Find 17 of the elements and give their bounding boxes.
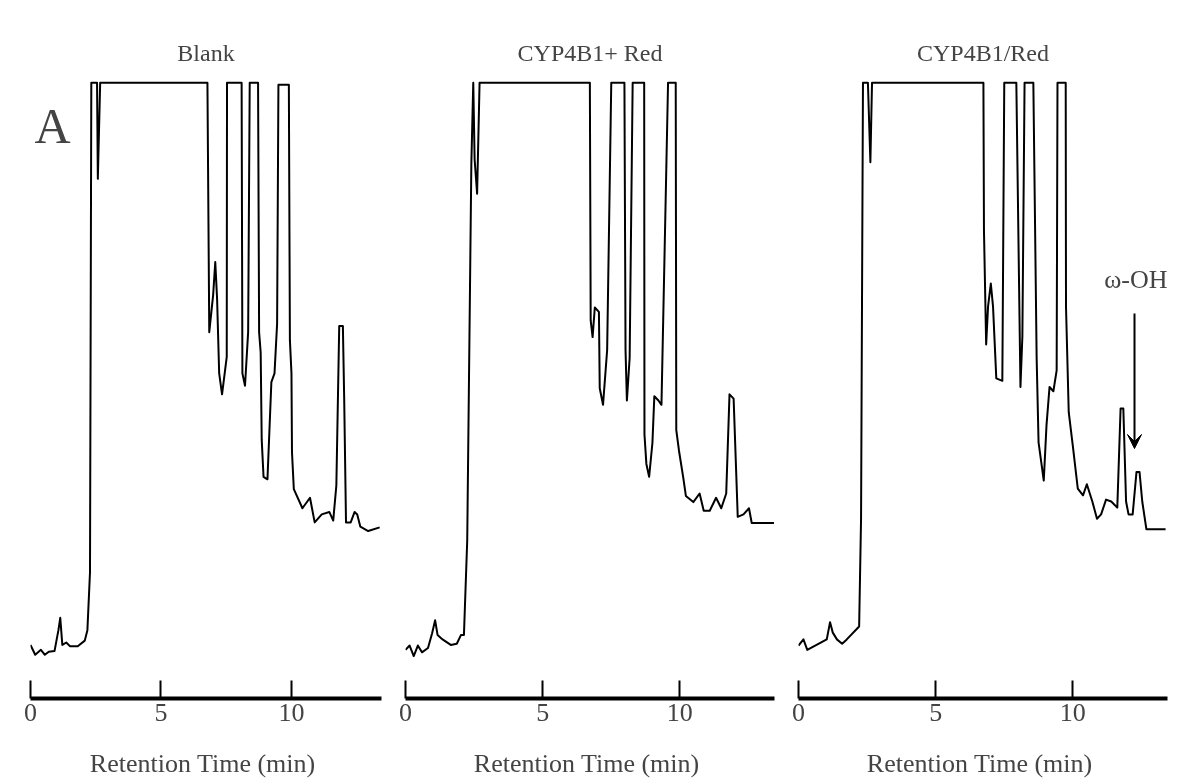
annotation: A — [34, 97, 71, 154]
x-tick-label: 5 — [536, 697, 550, 727]
x-axis-title: Retention Time (min) — [866, 748, 1093, 778]
chart-title: CYP4B1+ Red — [517, 39, 663, 66]
x-tick-label: 10 — [1059, 697, 1086, 727]
x-tick-label: 0 — [792, 697, 805, 727]
annotation: ω-OH — [1104, 264, 1168, 294]
x-tick-label: 5 — [929, 697, 943, 727]
x-tick-label: 0 — [399, 697, 412, 727]
x-tick-label: 10 — [278, 697, 305, 727]
x-axis-title: Retention Time (min) — [89, 748, 316, 778]
chart-title: Blank — [177, 39, 235, 66]
x-axis-title: Retention Time (min) — [473, 748, 700, 778]
x-tick-label: 0 — [24, 697, 37, 727]
chart-title: CYP4B1/Red — [916, 39, 1050, 66]
x-tick-label: 10 — [666, 697, 693, 727]
x-tick-label: 5 — [154, 697, 168, 727]
